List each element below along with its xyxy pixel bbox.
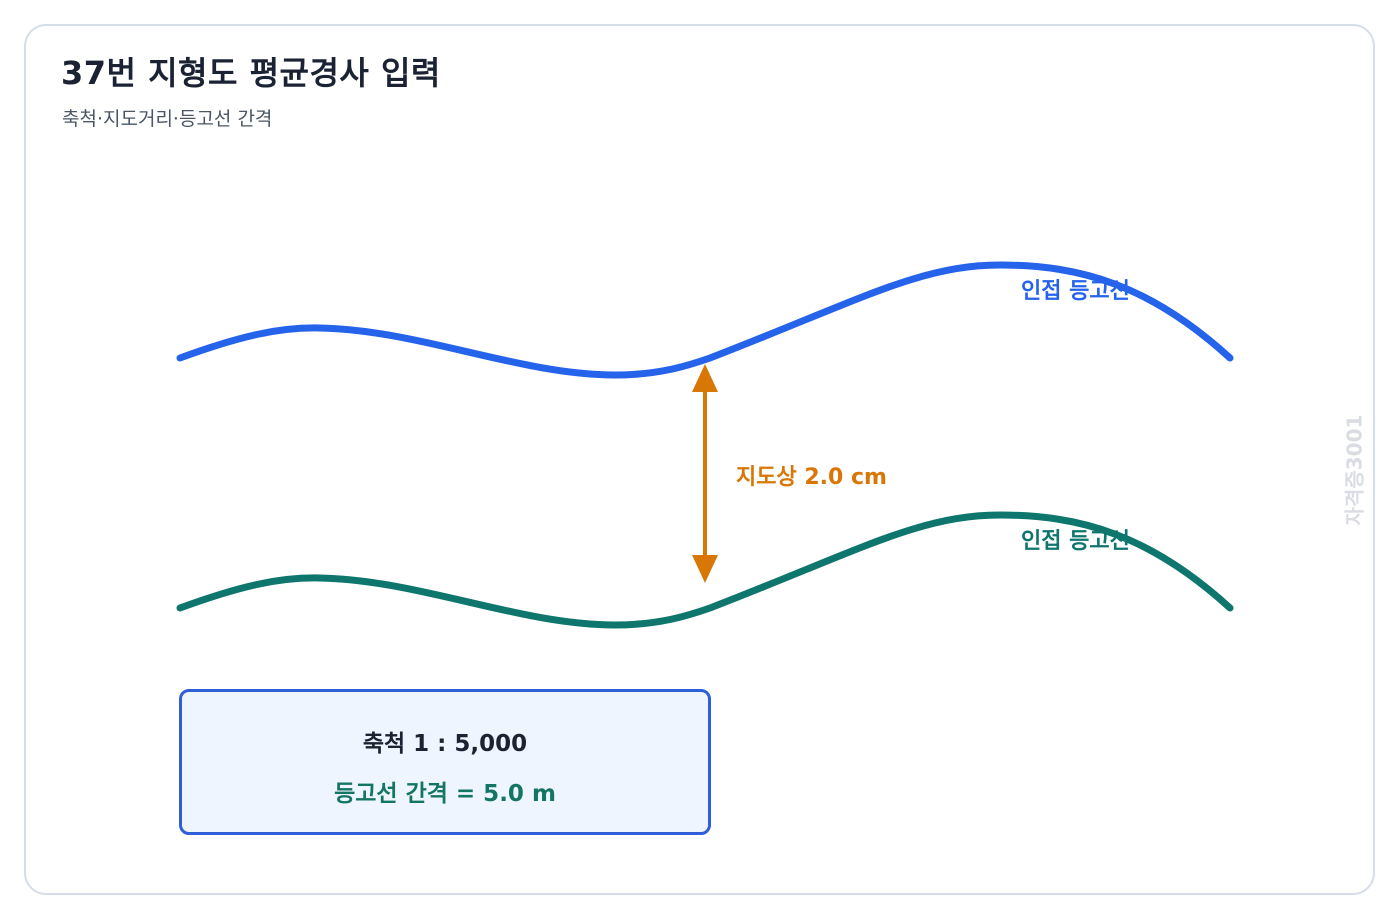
arrowhead-down [692,555,718,583]
scale-text: 축척 1 : 5,000 [362,731,528,757]
watermark: 자격증3001 [1342,414,1367,526]
page-title: 37번 지형도 평균경사 입력 [61,54,441,92]
lower-contour-line [176,511,1234,629]
page-subtitle: 축척·지도거리·등고선 간격 [62,108,273,130]
contour-interval-text: 등고선 간격 = 5.0 m [334,781,556,807]
upper-contour-line [176,261,1234,379]
upper-contour-label: 인접 등고선 [1021,279,1130,304]
map-distance-label: 지도상 2.0 cm [736,465,887,490]
arrowhead-up [692,364,718,392]
lower-contour-label: 인접 등고선 [1021,529,1130,554]
scale-info-box: 축척 1 : 5,000 등고선 간격 = 5.0 m [179,689,711,835]
